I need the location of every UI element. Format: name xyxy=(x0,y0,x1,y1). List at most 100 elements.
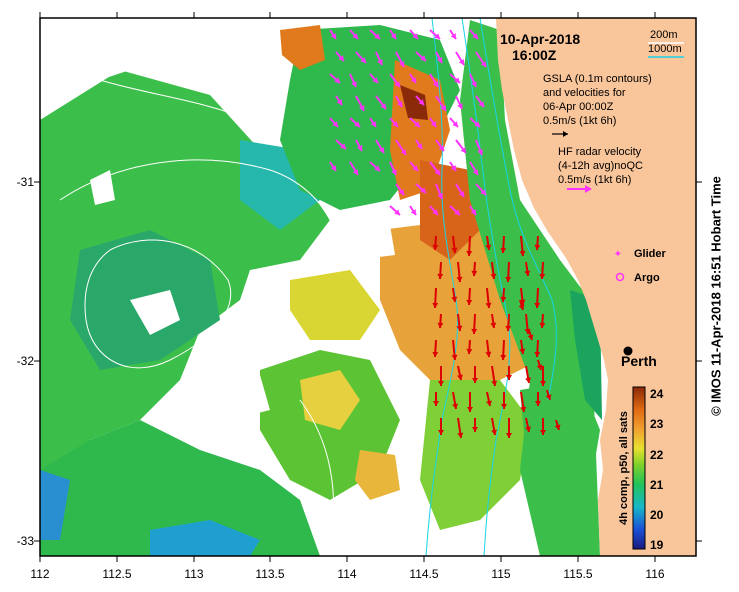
hf-radar-arrow-head xyxy=(352,33,358,39)
hf-radar-arrow-head xyxy=(412,165,418,171)
gsla-text-line: 06-Apr 00:00Z xyxy=(543,101,614,113)
y-tick-label: -33 xyxy=(17,534,35,548)
gsla-velocity-arrow-head xyxy=(500,296,507,302)
gsla-velocity-arrow-head xyxy=(466,348,473,354)
gsla-velocity-arrow-head xyxy=(506,375,512,380)
hf-radar-arrow-head xyxy=(338,55,344,61)
hf-text-line: (4-12h avg)noQC xyxy=(558,160,643,172)
hf-radar-arrow-head xyxy=(414,121,420,127)
gsla-text-line: and velocities for xyxy=(543,87,626,99)
perth-marker: Perth xyxy=(621,346,657,369)
hf-radar-arrow-head xyxy=(360,57,366,63)
hf-radar-arrows xyxy=(329,29,487,216)
hf-radar-arrow-head xyxy=(420,187,426,193)
glider-label: Glider xyxy=(634,248,667,260)
hf-radar-arrow-head xyxy=(396,101,403,107)
gsla-velocity-arrow-head xyxy=(525,426,531,432)
colorbar-tick-label: 21 xyxy=(650,478,664,492)
hf-radar-arrow-head xyxy=(378,147,384,153)
gsla-velocity-arrow-head xyxy=(433,401,439,406)
gsla-velocity-arrow-head xyxy=(437,273,444,279)
x-tick-label: 112.5 xyxy=(102,567,131,581)
gsla-velocity-arrow-head xyxy=(457,374,463,380)
x-axis-labels: 112 112.5 113 113.5 114 114.5 115 115.5 … xyxy=(30,567,664,581)
hf-radar-arrow-head xyxy=(460,147,466,153)
y-axis-labels: -31 -32 -33 xyxy=(17,175,35,548)
hf-text-line: 0.5m/s (1kt 6h) xyxy=(558,174,631,186)
gsla-velocity-arrow-head xyxy=(539,273,546,279)
hf-radar-arrow-head xyxy=(377,59,383,65)
hf-radar-arrow-head xyxy=(372,77,378,83)
gsla-velocity-arrow-head xyxy=(500,354,507,360)
title-date: 10-Apr-2018 xyxy=(500,31,580,47)
gsla-velocity-arrow-head xyxy=(501,404,507,409)
colorbar-scale xyxy=(632,386,646,550)
argo-icon xyxy=(615,272,625,282)
hf-radar-arrow-head xyxy=(432,209,438,215)
gsla-velocity-arrow-head xyxy=(490,322,497,328)
hf-radar-arrow-head xyxy=(394,81,400,87)
map-frame xyxy=(39,17,697,557)
hf-radar-arrow-head xyxy=(470,209,476,215)
colorbar-tick-label: 24 xyxy=(650,387,664,401)
gsla-velocity-arrow-head xyxy=(518,304,525,310)
title-time: 16:00Z xyxy=(512,47,557,63)
gsla-velocity-arrow-head xyxy=(456,325,463,331)
hf-radar-arrow-head xyxy=(370,121,376,127)
gsla-velocity-arrow-head xyxy=(472,378,478,383)
x-tick-label: 112 xyxy=(30,567,49,581)
hf-radar-arrow-head xyxy=(474,121,480,127)
contour-200m-label: 200m xyxy=(650,29,678,41)
gsla-legend: GSLA (0.1m contours) and velocities for … xyxy=(543,73,652,137)
city-dot-icon xyxy=(623,346,633,356)
gsla-velocity-arrow-head xyxy=(536,364,543,370)
gsla-velocity-arrow-head xyxy=(525,377,532,383)
hf-radar-arrow-head xyxy=(356,145,363,151)
hf-radar-arrow-head xyxy=(390,33,396,39)
x-tick-label: 113.5 xyxy=(255,567,284,581)
gsla-velocity-arrow-head xyxy=(524,270,531,276)
gsla-velocity-arrow-head xyxy=(527,334,534,340)
contour-1000m-label: 1000m xyxy=(648,43,682,55)
gsla-velocity-arrow-head xyxy=(491,429,498,435)
hf-radar-arrow-head xyxy=(477,149,483,155)
gsla-velocity-arrow-head xyxy=(486,400,492,406)
hf-radar-arrow-head xyxy=(340,143,346,149)
gsla-velocity-arrow-head xyxy=(432,244,439,250)
gsla-velocity-arrow-head xyxy=(432,302,439,308)
gsla-text-line: 0.5m/s (1kt 6h) xyxy=(543,115,616,127)
hf-radar-arrow-head xyxy=(359,105,365,111)
hf-radar-arrow-head xyxy=(434,33,440,39)
gsla-velocity-arrow-head xyxy=(534,351,541,357)
y-tick-label: -31 xyxy=(17,175,35,189)
sst-field xyxy=(40,20,602,556)
hf-radar-arrow-head xyxy=(352,169,358,175)
city-label: Perth xyxy=(621,353,657,369)
gsla-velocity-arrow-head xyxy=(466,299,473,305)
hf-radar-arrow-head xyxy=(336,99,342,105)
hf-radar-arrow-head xyxy=(434,169,440,175)
hf-radar-arrow-head xyxy=(432,81,438,87)
hf-radar-arrow-head xyxy=(354,121,360,127)
hf-radar-arrow-head xyxy=(458,191,464,197)
hf-radar-arrow-head xyxy=(394,209,400,215)
hf-radar-arrow-head xyxy=(400,149,406,155)
gsla-velocity-arrow-head xyxy=(519,348,526,354)
x-tick-label: 114 xyxy=(337,567,356,581)
hf-radar-arrow-head xyxy=(332,121,338,127)
hf-radar-arrow-head xyxy=(450,165,456,171)
gsla-velocity-arrow-head xyxy=(485,302,492,308)
hf-radar-arrow-head xyxy=(450,33,456,39)
x-tick-label: 113 xyxy=(184,567,203,581)
hf-radar-arrow-head xyxy=(334,77,340,83)
hf-radar-arrow-head xyxy=(478,101,484,107)
hf-radar-arrow-head xyxy=(420,55,426,61)
gsla-velocity-arrow-head xyxy=(471,328,478,334)
gsla-velocity-arrow-head xyxy=(452,403,459,409)
gsla-velocity-arrow-head xyxy=(485,351,492,357)
gsla-velocity-arrow-head xyxy=(451,247,458,253)
hf-legend: HF radar velocity (4-12h avg)noQC 0.5m/s… xyxy=(558,146,643,193)
gsla-text-line: GSLA (0.1m contours) xyxy=(543,73,652,85)
hf-radar-arrow-head xyxy=(398,189,404,195)
